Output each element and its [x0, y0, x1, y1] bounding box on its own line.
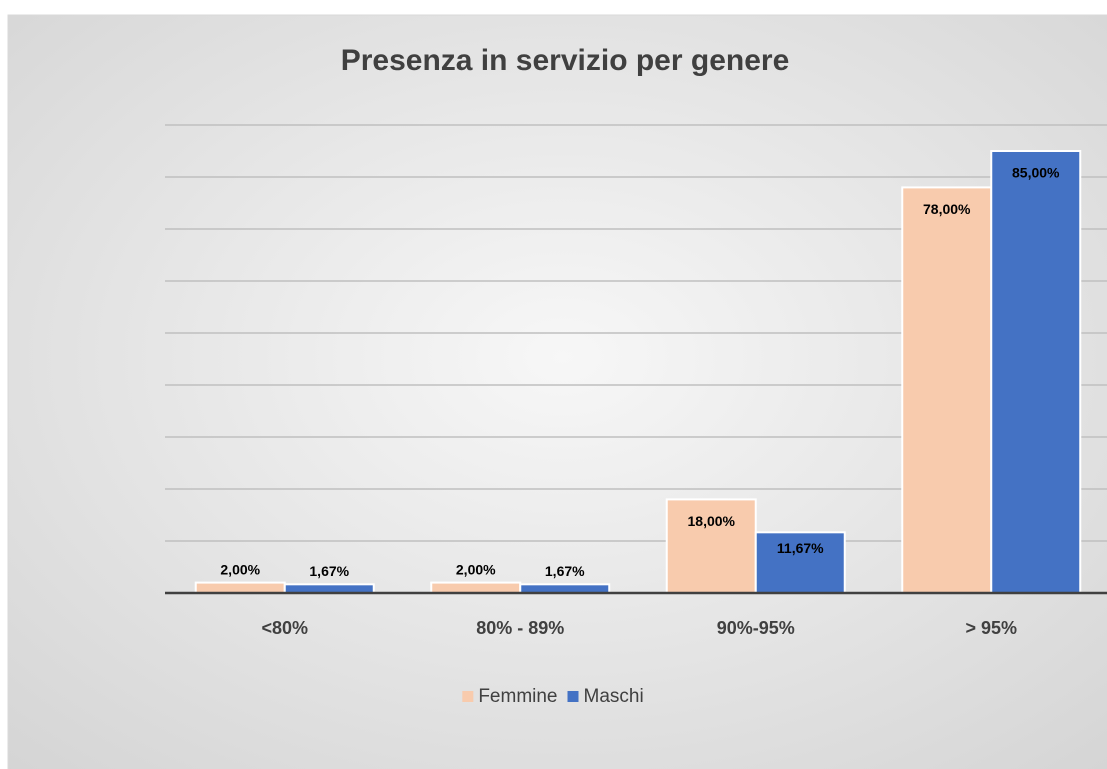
bar — [665, 498, 757, 594]
data-label: 11,67% — [777, 540, 824, 556]
bar — [990, 150, 1082, 594]
x-tick-label: <80% — [261, 618, 308, 638]
x-tick-label: 90%-95% — [717, 618, 795, 638]
data-label: 1,67% — [309, 563, 349, 579]
x-tick-label: > 95% — [965, 618, 1017, 638]
bar — [194, 581, 286, 594]
bar — [754, 531, 846, 594]
legend-swatch — [567, 691, 579, 702]
legend-label: Femmine — [478, 686, 557, 707]
data-label: 18,00% — [688, 513, 736, 529]
data-label: 2,00% — [220, 561, 260, 577]
data-label: 78,00% — [923, 201, 971, 217]
bar — [283, 583, 375, 594]
legend-swatch — [462, 691, 474, 702]
legend: Femmine Maschi — [462, 686, 644, 707]
data-label: 85,00% — [1012, 165, 1060, 181]
legend-label: Maschi — [584, 686, 644, 707]
x-tick-label: 80% - 89% — [476, 618, 564, 638]
data-label: 2,00% — [456, 561, 496, 577]
data-label: 1,67% — [545, 563, 585, 579]
bar — [430, 581, 522, 594]
bar — [901, 186, 993, 594]
bar — [519, 583, 611, 594]
chart-title: Presenza in servizio per genere — [341, 44, 790, 77]
